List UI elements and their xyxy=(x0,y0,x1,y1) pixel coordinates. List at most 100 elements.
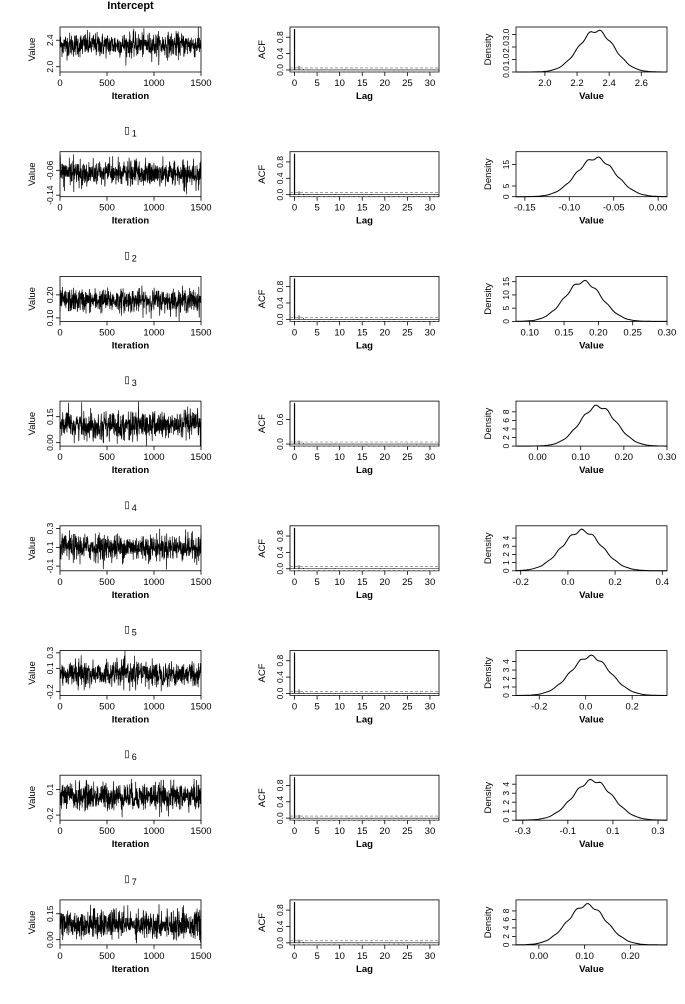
acf-xtick-label: 30 xyxy=(425,452,436,463)
density-ytick-label: 3 xyxy=(501,544,511,549)
acf-ylabel: ACF xyxy=(257,40,268,59)
trace-xtick-label: 1500 xyxy=(190,577,211,588)
acf-ytick-label: 0.8 xyxy=(275,31,285,43)
panel-title-subscript: 1 xyxy=(132,129,137,139)
density-curve xyxy=(516,156,667,198)
density-xtick-label: -0.15 xyxy=(514,203,536,214)
density-curve xyxy=(516,279,667,322)
density-xtick-label: 2.0 xyxy=(538,78,551,89)
acf-ytick-label: 0.8 xyxy=(275,779,285,791)
acf-xtick-label: 10 xyxy=(334,327,345,338)
density-ytick-label: 1 xyxy=(501,684,511,689)
trace-xtick-label: 1500 xyxy=(190,452,211,463)
trace-ylabel: Value xyxy=(27,287,38,311)
trace-plot-frame xyxy=(59,26,202,73)
acf-xtick-label: 10 xyxy=(334,203,345,214)
trace-xtick-label: 0 xyxy=(57,203,62,214)
trace-ytick-label: 0.1 xyxy=(45,541,55,553)
panel-title-symbol: ▯ xyxy=(124,126,130,137)
density-xlabel: Value xyxy=(579,590,604,601)
density-xtick-label: 0.25 xyxy=(623,327,642,338)
density-plot-frame xyxy=(515,774,668,821)
density-xtick-label: 0.20 xyxy=(615,452,634,463)
density-ytick-label: 2 xyxy=(501,552,511,557)
acf-xtick-label: 25 xyxy=(402,327,413,338)
density-xtick-label: 0.0 xyxy=(561,577,574,588)
acf-ytick-label: 0.6 xyxy=(275,413,285,425)
acf-ylabel: ACF xyxy=(257,913,268,932)
acf-xtick-label: 10 xyxy=(334,577,345,588)
panel-title: ▯ 3 xyxy=(124,375,137,388)
trace-series-line xyxy=(59,26,202,66)
acf-ytick-label: 0.0 xyxy=(275,563,285,575)
acf-plot-frame xyxy=(289,151,440,198)
acf-xlabel: Lag xyxy=(356,91,373,102)
acf-xtick-label: 5 xyxy=(314,203,319,214)
trace-ylabel: Value xyxy=(27,911,38,935)
trace-xtick-label: 0 xyxy=(57,702,62,713)
panel-title-subscript: 7 xyxy=(132,877,137,887)
panel-title-symbol: ▯ xyxy=(124,375,130,386)
density-ylabel: Density xyxy=(483,33,494,65)
density-ylabel: Density xyxy=(483,283,494,315)
acf-xtick-label: 5 xyxy=(314,327,319,338)
trace-ylabel: Value xyxy=(27,38,38,62)
trace-xtick-label: 1500 xyxy=(190,951,211,962)
acf-xtick-label: 0 xyxy=(292,577,297,588)
trace-xtick-label: 1500 xyxy=(190,78,211,89)
diagnostics-row-1: Intercept 0 500 1000 1500 2.0 2.4 Iteration Valu… xyxy=(27,0,668,102)
acf-xtick-label: 10 xyxy=(334,702,345,713)
density-xlabel: Value xyxy=(579,216,604,227)
acf-xtick-label: 5 xyxy=(314,452,319,463)
density-ytick-label: 6 xyxy=(501,418,511,423)
acf-plot-frame xyxy=(289,400,440,447)
acf-xlabel: Lag xyxy=(356,465,373,476)
trace-xtick-label: 1000 xyxy=(143,78,164,89)
trace-ytick-label: 0.3 xyxy=(45,647,55,659)
trace-xtick-label: 1500 xyxy=(190,327,211,338)
density-ytick-label: 4 xyxy=(501,925,511,930)
panel-title-subscript: 6 xyxy=(132,752,137,762)
acf-xtick-label: 10 xyxy=(334,452,345,463)
panel-title: ▯ 7 xyxy=(124,874,137,887)
density-ytick-label: 5 xyxy=(501,183,511,188)
trace-xtick-label: 0 xyxy=(57,826,62,837)
density-plot-frame xyxy=(515,275,668,322)
acf-xtick-label: 20 xyxy=(380,327,391,338)
density-curve xyxy=(515,902,667,946)
density-ylabel: Density xyxy=(483,158,494,190)
acf-ylabel: ACF xyxy=(257,539,268,558)
trace-ylabel: Value xyxy=(27,162,38,186)
density-plot-frame xyxy=(515,26,668,73)
acf-xtick-label: 15 xyxy=(357,702,368,713)
trace-xtick-label: 0 xyxy=(57,78,62,89)
acf-xtick-label: 25 xyxy=(402,78,413,89)
density-ytick-label: 3 xyxy=(501,667,511,672)
trace-ytick-label: -0.14 xyxy=(45,185,55,205)
density-xtick-label: 0.4 xyxy=(656,577,669,588)
acf-xtick-label: 5 xyxy=(314,826,319,837)
acf-xtick-label: 15 xyxy=(357,577,368,588)
acf-xtick-label: 20 xyxy=(380,203,391,214)
density-plot-frame xyxy=(515,899,668,946)
density-ytick-label: 0 xyxy=(501,443,511,448)
acf-xtick-label: 0 xyxy=(292,951,297,962)
acf-ylabel: ACF xyxy=(257,289,268,308)
density-ytick-label: 2 xyxy=(501,934,511,939)
density-ytick-label: 15 xyxy=(501,160,511,170)
density-ytick-label: 15 xyxy=(501,277,511,287)
acf-xtick-label: 20 xyxy=(380,826,391,837)
trace-xtick-label: 500 xyxy=(99,702,115,713)
trace-xtick-label: 1000 xyxy=(143,452,164,463)
trace-xtick-label: 1000 xyxy=(143,327,164,338)
acf-ylabel: ACF xyxy=(257,788,268,807)
trace-ylabel: Value xyxy=(27,786,38,810)
density-xtick-label: 0.00 xyxy=(530,951,549,962)
acf-xtick-label: 30 xyxy=(425,327,436,338)
trace-xtick-label: 0 xyxy=(57,327,62,338)
panel-title-subscript: 4 xyxy=(132,503,137,513)
acf-plot-frame xyxy=(289,26,440,73)
